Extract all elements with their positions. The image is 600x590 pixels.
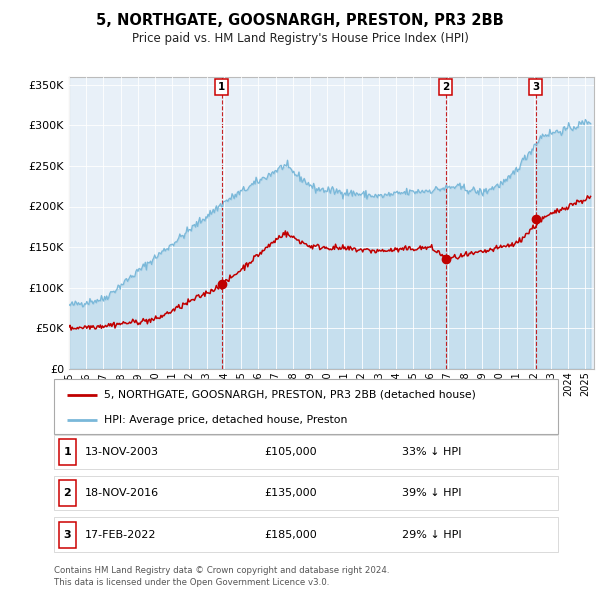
Text: 1: 1 bbox=[64, 447, 71, 457]
Text: 29% ↓ HPI: 29% ↓ HPI bbox=[402, 530, 461, 539]
Text: Price paid vs. HM Land Registry's House Price Index (HPI): Price paid vs. HM Land Registry's House … bbox=[131, 32, 469, 45]
Text: 18-NOV-2016: 18-NOV-2016 bbox=[85, 489, 160, 498]
Text: 1: 1 bbox=[218, 82, 226, 92]
Text: 5, NORTHGATE, GOOSNARGH, PRESTON, PR3 2BB: 5, NORTHGATE, GOOSNARGH, PRESTON, PR3 2B… bbox=[96, 13, 504, 28]
Text: £185,000: £185,000 bbox=[264, 530, 317, 539]
Text: 2: 2 bbox=[442, 82, 449, 92]
Text: £135,000: £135,000 bbox=[264, 489, 317, 498]
Text: 33% ↓ HPI: 33% ↓ HPI bbox=[402, 447, 461, 457]
Text: 13-NOV-2003: 13-NOV-2003 bbox=[85, 447, 159, 457]
Text: 5, NORTHGATE, GOOSNARGH, PRESTON, PR3 2BB (detached house): 5, NORTHGATE, GOOSNARGH, PRESTON, PR3 2B… bbox=[104, 389, 476, 399]
Text: Contains HM Land Registry data © Crown copyright and database right 2024.
This d: Contains HM Land Registry data © Crown c… bbox=[54, 566, 389, 587]
Text: 2: 2 bbox=[64, 489, 71, 498]
Text: 3: 3 bbox=[532, 82, 539, 92]
Text: £105,000: £105,000 bbox=[264, 447, 317, 457]
Text: 3: 3 bbox=[64, 530, 71, 539]
FancyBboxPatch shape bbox=[54, 379, 558, 434]
Text: 17-FEB-2022: 17-FEB-2022 bbox=[85, 530, 157, 539]
Text: 39% ↓ HPI: 39% ↓ HPI bbox=[402, 489, 461, 498]
Text: HPI: Average price, detached house, Preston: HPI: Average price, detached house, Pres… bbox=[104, 415, 348, 425]
